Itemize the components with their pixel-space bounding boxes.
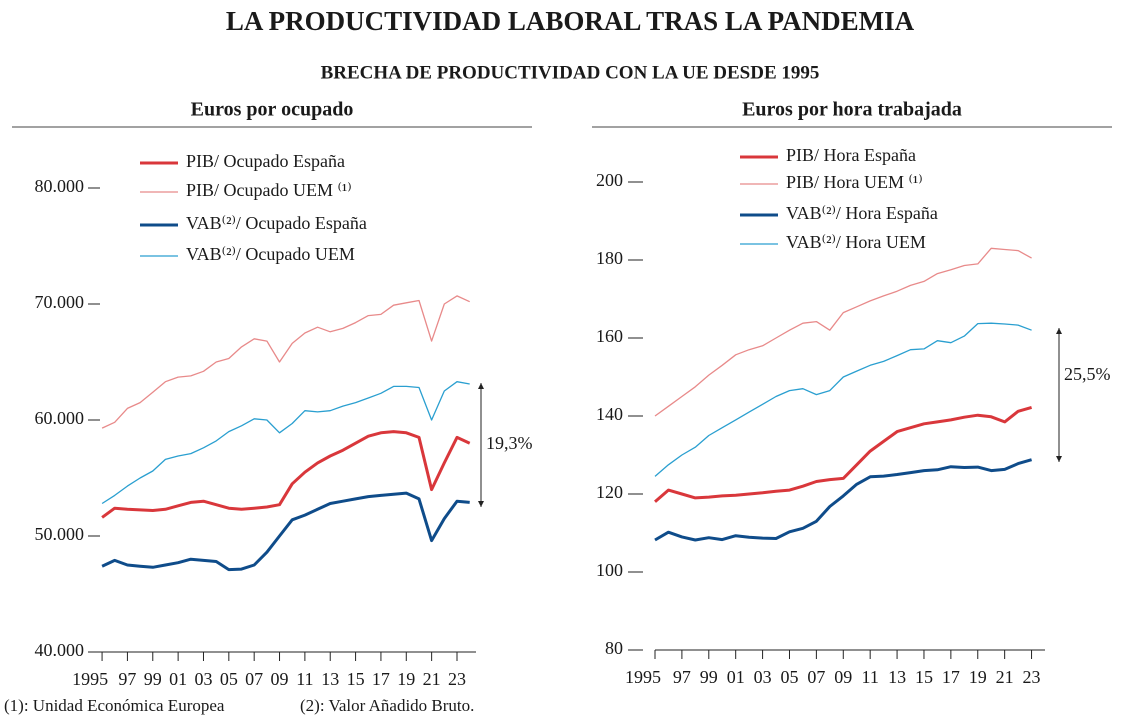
x-tick-label: 21 [423,669,441,689]
x-tick-label: 17 [942,667,960,687]
y-tick-label: 120 [596,482,623,502]
series-line [654,405,1033,503]
panel-title: Euros por ocupado [191,99,354,121]
x-tick-label: 01 [169,669,187,689]
x-tick-label: 19 [397,669,415,689]
x-tick-label: 21 [996,667,1014,687]
legend-label: VAB⁽²⁾/ Hora UEM [786,232,926,252]
legend-label: VAB⁽²⁾/ Ocupado UEM [186,244,355,264]
y-tick-label: 40.000 [35,640,85,660]
y-tick-label: 160 [596,326,623,346]
x-tick-label: 15 [347,669,365,689]
legend-label: PIB/ Ocupado España [186,151,345,171]
x-tick-label: 99 [700,667,718,687]
x-tick-label: 97 [118,669,136,689]
title: LA PRODUCTIVIDAD LABORAL TRAS LA PANDEMI… [226,6,915,36]
legend-label: VAB⁽²⁾/ Ocupado España [186,213,367,233]
x-tick-label: 13 [321,669,339,689]
series-line [654,458,1033,542]
y-tick-label: 80.000 [35,176,85,196]
x-tick-label: 05 [220,669,238,689]
x-tick-label: 03 [194,669,212,689]
series-line [101,430,471,519]
subtitle: BRECHA DE PRODUCTIVIDAD CON LA UE DESDE … [321,62,820,83]
y-tick-label: 140 [596,404,623,424]
y-tick-label: 100 [596,560,623,580]
x-tick-label: 13 [888,667,906,687]
y-tick-label: 180 [596,248,623,268]
annotation: 25,5% [1064,364,1111,384]
x-tick-label: 07 [807,667,825,687]
x-tick-label: 11 [862,667,879,687]
x-tick-label: 01 [727,667,745,687]
y-tick-label: 50.000 [35,524,85,544]
footnote: (1): Unidad Económica Europea [4,696,225,715]
y-tick-label: 60.000 [35,408,85,428]
footnote: (2): Valor Añadido Bruto. [300,696,474,715]
legend-label: PIB/ Ocupado UEM ⁽¹⁾ [186,180,352,200]
series-line [654,247,1032,417]
x-tick-label: 97 [673,667,691,687]
x-tick-label: 17 [372,669,390,689]
x-tick-label: 19 [969,667,987,687]
x-tick-label: 1995 [72,669,108,689]
x-tick-label: 09 [271,669,289,689]
legend-label: PIB/ Hora España [786,145,916,165]
series-line [101,295,470,429]
x-tick-label: 09 [834,667,852,687]
arrow-head [1056,328,1062,334]
x-tick-label: 23 [1023,667,1041,687]
x-tick-label: 03 [754,667,772,687]
arrow-head [478,501,484,507]
x-tick-label: 99 [144,669,162,689]
y-tick-label: 200 [596,170,623,190]
x-tick-label: 05 [780,667,798,687]
x-tick-label: 11 [296,669,313,689]
x-tick-label: 15 [915,667,933,687]
series-line [101,491,470,572]
y-tick-label: 70.000 [35,292,85,312]
x-tick-label: 07 [245,669,263,689]
legend-label: PIB/ Hora UEM ⁽¹⁾ [786,172,923,192]
series-line [101,381,470,505]
legend-label: VAB⁽²⁾/ Hora España [786,203,938,223]
series-line [654,322,1032,477]
y-tick-label: 80 [605,638,623,658]
x-tick-label: 23 [448,669,466,689]
arrow-head [1056,456,1062,462]
panel-title: Euros por hora trabajada [742,99,962,121]
arrow-head [478,383,484,389]
annotation: 19,3% [486,433,533,453]
x-tick-label: 1995 [625,667,661,687]
